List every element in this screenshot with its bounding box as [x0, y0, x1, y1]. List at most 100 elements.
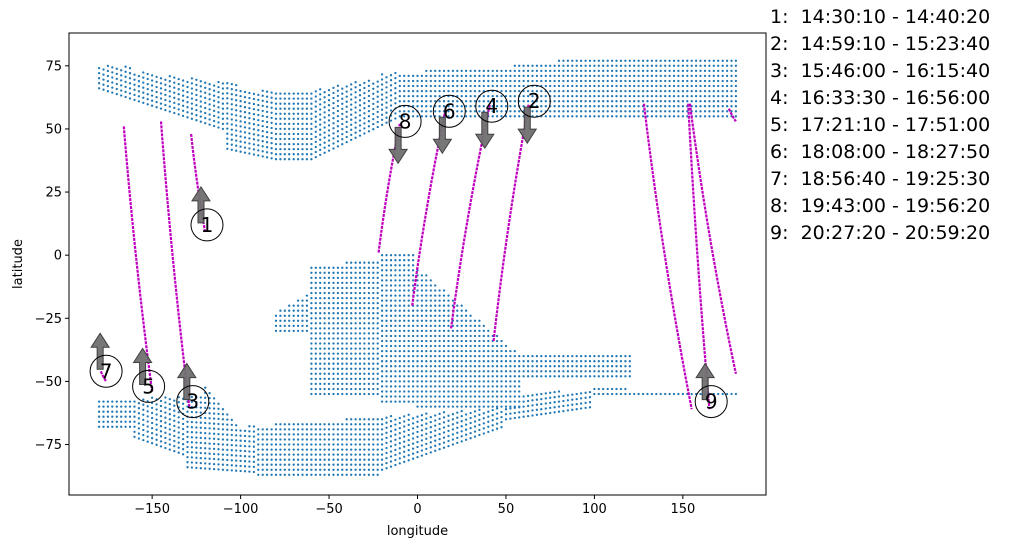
coverage-point: [624, 64, 627, 67]
coverage-point: [252, 143, 256, 146]
coverage-point: [327, 281, 331, 285]
coverage-point: [97, 420, 101, 423]
coverage-point: [283, 112, 286, 115]
coverage-point: [407, 264, 410, 267]
coverage-point: [703, 69, 707, 73]
coverage-point: [637, 69, 640, 73]
coverage-point: [593, 89, 596, 93]
coverage-point: [155, 413, 158, 416]
coverage-point: [398, 385, 401, 388]
coverage-point: [509, 412, 512, 415]
coverage-point: [173, 439, 176, 443]
coverage-point: [681, 94, 685, 98]
coverage-point: [354, 453, 357, 456]
coverage-point: [712, 84, 715, 88]
coverage-point: [641, 69, 645, 73]
coverage-point: [124, 405, 127, 408]
coverage-point: [677, 100, 680, 103]
coverage-point: [447, 309, 450, 312]
coverage-point: [416, 450, 419, 454]
coverage-point: [350, 468, 353, 471]
coverage-point: [429, 84, 432, 88]
y-tick-label: 25: [45, 186, 62, 201]
coverage-point: [376, 438, 379, 441]
coverage-point: [619, 79, 623, 83]
coverage-point: [336, 281, 340, 285]
coverage-point: [615, 64, 618, 67]
coverage-point: [345, 317, 348, 320]
coverage-point: [407, 110, 410, 113]
coverage-point: [593, 375, 596, 378]
coverage-point: [146, 87, 149, 91]
coverage-point: [460, 400, 463, 403]
coverage-point: [606, 110, 609, 113]
coverage-point: [332, 86, 335, 90]
coverage-point: [504, 418, 508, 421]
coverage-point: [469, 437, 472, 440]
coverage-point: [323, 91, 326, 94]
coverage-point: [345, 342, 348, 345]
coverage-point: [230, 118, 233, 121]
coverage-point: [133, 410, 136, 413]
coverage-point: [394, 279, 397, 282]
coverage-point: [341, 387, 344, 391]
coverage-point: [239, 120, 242, 123]
coverage-point: [487, 410, 490, 413]
coverage-point: [367, 377, 371, 381]
coverage-point: [425, 442, 428, 446]
coverage-point: [310, 392, 313, 396]
coverage-point: [664, 392, 667, 396]
coverage-point: [411, 264, 415, 267]
coverage-point: [509, 74, 512, 78]
coverage-point: [221, 92, 225, 95]
coverage-point: [252, 107, 256, 111]
coverage-point: [619, 64, 623, 67]
coverage-point: [323, 357, 326, 360]
coverage-point: [274, 137, 278, 141]
coverage-point: [473, 94, 477, 98]
coverage-point: [332, 362, 335, 365]
coverage-point: [345, 362, 348, 365]
y-tick-label: 50: [45, 122, 62, 137]
coverage-point: [491, 405, 494, 408]
coverage-point: [557, 395, 561, 398]
coverage-point: [425, 334, 428, 338]
coverage-point: [394, 428, 397, 431]
coverage-point: [703, 74, 707, 78]
coverage-point: [235, 94, 238, 97]
coverage-point: [407, 269, 410, 272]
coverage-point: [451, 344, 455, 348]
coverage-point: [411, 94, 415, 98]
coverage-point: [221, 428, 225, 431]
coverage-point: [239, 434, 242, 437]
coverage-point: [597, 100, 600, 103]
coverage-point: [500, 390, 503, 393]
coverage-point: [305, 438, 309, 441]
coverage-point: [305, 142, 309, 146]
coverage-point: [394, 380, 397, 383]
coverage-point: [442, 339, 446, 343]
coverage-point: [164, 421, 167, 424]
coverage-point: [429, 294, 432, 297]
coverage-point: [398, 452, 401, 455]
coverage-point: [460, 380, 463, 383]
coverage-point: [690, 59, 693, 62]
coverage-point: [389, 400, 393, 403]
coverage-point: [159, 87, 163, 90]
coverage-point: [518, 411, 521, 414]
coverage-point: [664, 89, 667, 93]
coverage-point: [257, 134, 260, 137]
coverage-point: [403, 375, 406, 378]
coverage-point: [549, 411, 552, 415]
coverage-point: [460, 339, 463, 343]
coverage-point: [208, 432, 211, 435]
coverage-point: [376, 261, 379, 264]
coverage-point: [416, 354, 419, 358]
coverage-point: [292, 158, 295, 161]
coverage-point: [385, 259, 388, 262]
coverage-point: [354, 352, 357, 355]
coverage-point: [150, 104, 154, 107]
coverage-point: [398, 309, 401, 312]
coverage-point: [544, 79, 547, 83]
coverage-point: [712, 89, 715, 93]
